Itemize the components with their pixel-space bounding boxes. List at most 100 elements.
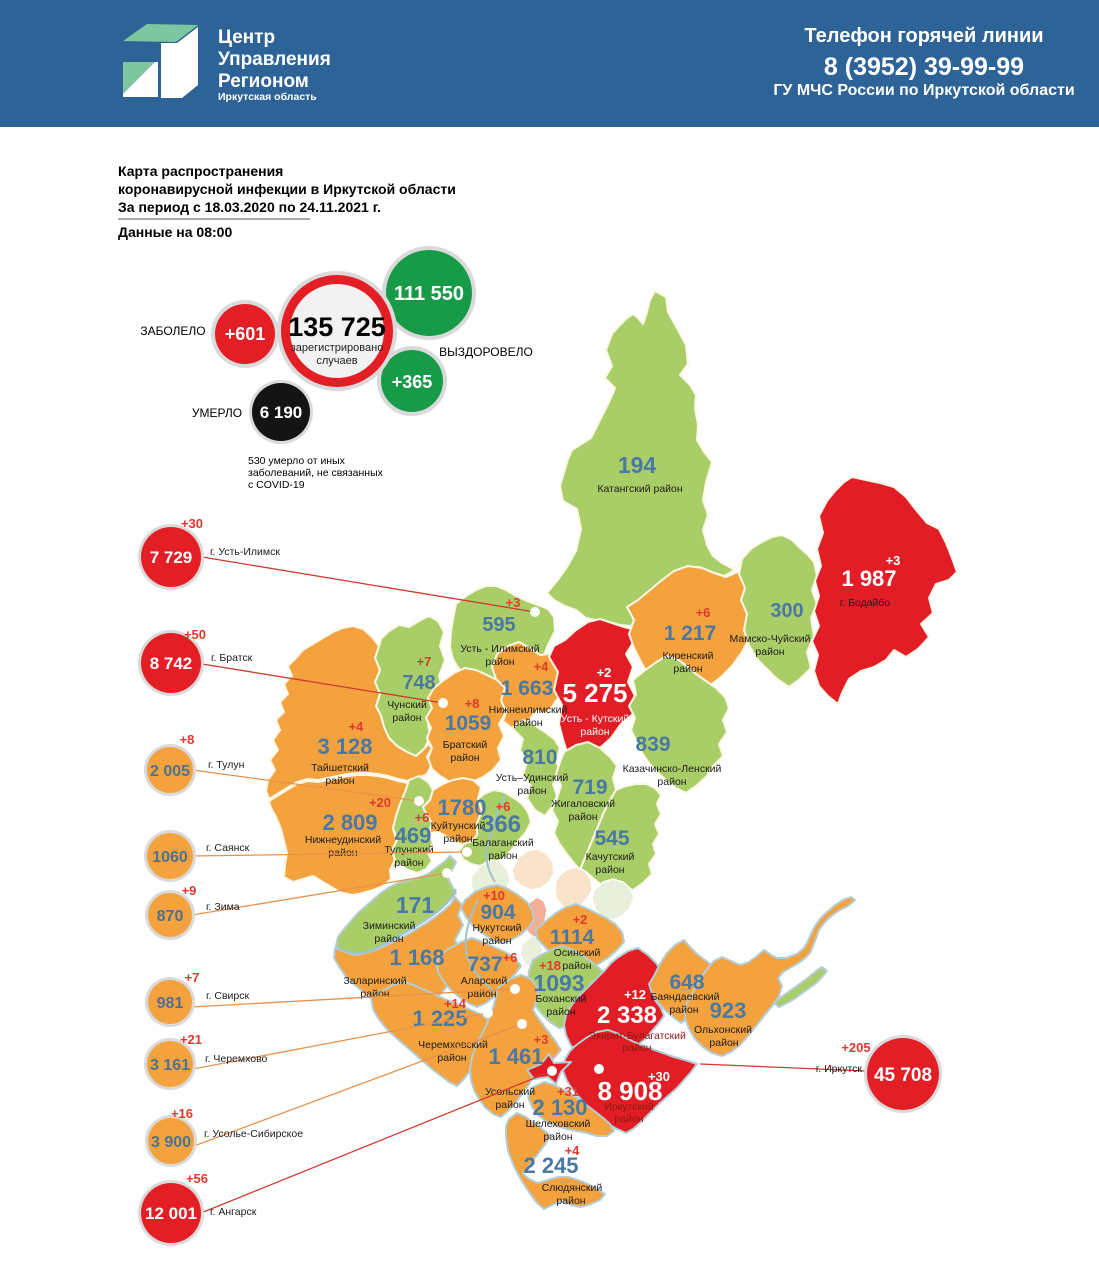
svg-text:1 168: 1 168 — [389, 945, 444, 970]
svg-text:г. Тулун: г. Тулун — [208, 759, 245, 771]
svg-text:Усть - Кутский: Усть - Кутский — [561, 713, 630, 725]
svg-text:2 245: 2 245 — [523, 1153, 578, 1178]
svg-text:1060: 1060 — [152, 849, 188, 866]
svg-text:район: район — [374, 933, 403, 945]
svg-text:+2: +2 — [597, 665, 612, 680]
svg-text:Центр: Центр — [218, 27, 275, 48]
svg-text:737: 737 — [467, 953, 502, 976]
svg-text:3 128: 3 128 — [317, 734, 372, 759]
svg-text:111 550: 111 550 — [394, 283, 464, 305]
svg-text:2 005: 2 005 — [150, 763, 190, 780]
svg-text:г. Ангарск: г. Ангарск — [210, 1206, 257, 1218]
svg-text:+30: +30 — [648, 1069, 670, 1084]
svg-text:ГУ МЧС России по Иркутской обл: ГУ МЧС России по Иркутской области — [773, 82, 1074, 99]
svg-text:+18: +18 — [539, 958, 561, 973]
svg-text:1 217: 1 217 — [664, 622, 717, 645]
svg-text:район: район — [325, 775, 354, 787]
svg-text:Жигаловский: Жигаловский — [551, 798, 615, 810]
svg-text:Киренский: Киренский — [662, 650, 713, 662]
svg-text:+14: +14 — [444, 996, 467, 1011]
svg-text:3 900: 3 900 — [151, 1134, 191, 1151]
svg-text:Слюдянский: Слюдянский — [542, 1182, 603, 1194]
svg-text:Балаганский: Балаганский — [472, 837, 534, 849]
svg-text:район: район — [709, 1037, 738, 1049]
svg-text:Иркутский: Иркутский — [604, 1101, 654, 1113]
svg-text:Черемховский: Черемховский — [418, 1039, 488, 1051]
svg-text:923: 923 — [710, 998, 747, 1023]
svg-text:+365: +365 — [392, 372, 433, 392]
svg-text:+601: +601 — [225, 324, 266, 344]
svg-text:Нукутский: Нукутский — [472, 922, 521, 934]
svg-text:г. Бодайбо: г. Бодайбо — [840, 597, 891, 609]
svg-text:район: район — [657, 776, 686, 788]
svg-text:8 908: 8 908 — [597, 1076, 662, 1106]
svg-text:2 130: 2 130 — [532, 1095, 587, 1120]
svg-text:+8: +8 — [180, 732, 195, 747]
svg-text:+7: +7 — [185, 970, 200, 985]
svg-text:530 умерло от иных: 530 умерло от иных — [248, 455, 346, 467]
svg-text:Данные на 08:00: Данные на 08:00 — [118, 224, 232, 240]
svg-text:Нижнеудинский: Нижнеудинский — [305, 834, 381, 846]
svg-text:г. Братск: г. Братск — [211, 652, 253, 664]
svg-text:район: район — [669, 1004, 698, 1016]
svg-text:г. Иркутск: г. Иркутск — [816, 1063, 863, 1075]
svg-text:район: район — [556, 1195, 585, 1207]
svg-text:ЗАБОЛЕЛО: ЗАБОЛЕЛО — [140, 324, 205, 338]
svg-text:район: район — [482, 935, 511, 947]
svg-text:810: 810 — [522, 746, 557, 769]
svg-text:194: 194 — [618, 452, 657, 478]
svg-text:981: 981 — [157, 995, 184, 1012]
svg-text:Катангский район: Катангский район — [597, 483, 683, 495]
svg-text:1114: 1114 — [550, 926, 595, 949]
svg-text:+4: +4 — [534, 659, 550, 674]
svg-text:Братский: Братский — [443, 739, 488, 751]
svg-text:+6: +6 — [415, 810, 430, 825]
svg-text:1 663: 1 663 — [501, 677, 554, 700]
svg-text:Управления: Управления — [218, 49, 331, 70]
svg-text:Куйтунский: Куйтунский — [431, 820, 486, 832]
svg-text:район: район — [673, 663, 702, 675]
svg-text:За период с 18.03.2020 по 24.1: За период с 18.03.2020 по 24.11.2021 г. — [118, 199, 381, 215]
svg-text:+6: +6 — [696, 605, 711, 620]
svg-text:3 161: 3 161 — [150, 1057, 190, 1074]
svg-text:6 190: 6 190 — [260, 403, 303, 422]
svg-text:Боханский: Боханский — [536, 993, 587, 1005]
svg-text:469: 469 — [395, 823, 432, 848]
svg-text:район: район — [488, 850, 517, 862]
svg-text:район: район — [614, 1113, 643, 1125]
svg-text:839: 839 — [635, 733, 670, 756]
svg-text:545: 545 — [594, 827, 629, 850]
svg-text:Карта распространения: Карта распространения — [118, 163, 283, 179]
svg-text:1 461: 1 461 — [488, 1044, 543, 1069]
svg-text:УМЕРЛО: УМЕРЛО — [192, 406, 242, 420]
svg-text:7 729: 7 729 — [150, 548, 193, 567]
svg-text:район: район — [568, 811, 597, 823]
svg-text:район: район — [546, 1006, 575, 1018]
svg-text:район: район — [622, 1042, 651, 1054]
svg-text:+3: +3 — [534, 1032, 549, 1047]
svg-text:район: район — [328, 847, 357, 859]
svg-text:Чунский: Чунский — [387, 699, 427, 711]
svg-text:+2: +2 — [573, 912, 588, 927]
svg-text:г. Усть-Илимск: г. Усть-Илимск — [210, 546, 280, 558]
svg-text:904: 904 — [480, 901, 515, 924]
svg-text:+20: +20 — [369, 795, 391, 810]
svg-text:Шелеховский: Шелеховский — [526, 1118, 591, 1130]
svg-text:район: район — [443, 833, 472, 845]
svg-text:случаев: случаев — [316, 355, 357, 367]
svg-text:район: район — [360, 988, 389, 1000]
svg-text:+4: +4 — [565, 1143, 581, 1158]
svg-text:+21: +21 — [180, 1032, 202, 1047]
svg-text:Регионом: Регионом — [218, 71, 309, 92]
svg-text:район: район — [513, 717, 542, 729]
svg-text:г. Черемхово: г. Черемхово — [205, 1053, 268, 1065]
svg-text:Телефон горячей линии: Телефон горячей линии — [804, 25, 1043, 47]
svg-text:Качутский: Качутский — [586, 851, 635, 863]
svg-text:+205: +205 — [841, 1040, 870, 1055]
svg-text:748: 748 — [402, 672, 435, 694]
svg-text:Осинский: Осинский — [554, 947, 601, 959]
svg-text:+50: +50 — [184, 627, 206, 642]
svg-text:район: район — [485, 656, 514, 668]
svg-text:коронавирусной инфекции в Ирку: коронавирусной инфекции в Иркутской обла… — [118, 181, 456, 197]
svg-text:+7: +7 — [417, 654, 432, 669]
